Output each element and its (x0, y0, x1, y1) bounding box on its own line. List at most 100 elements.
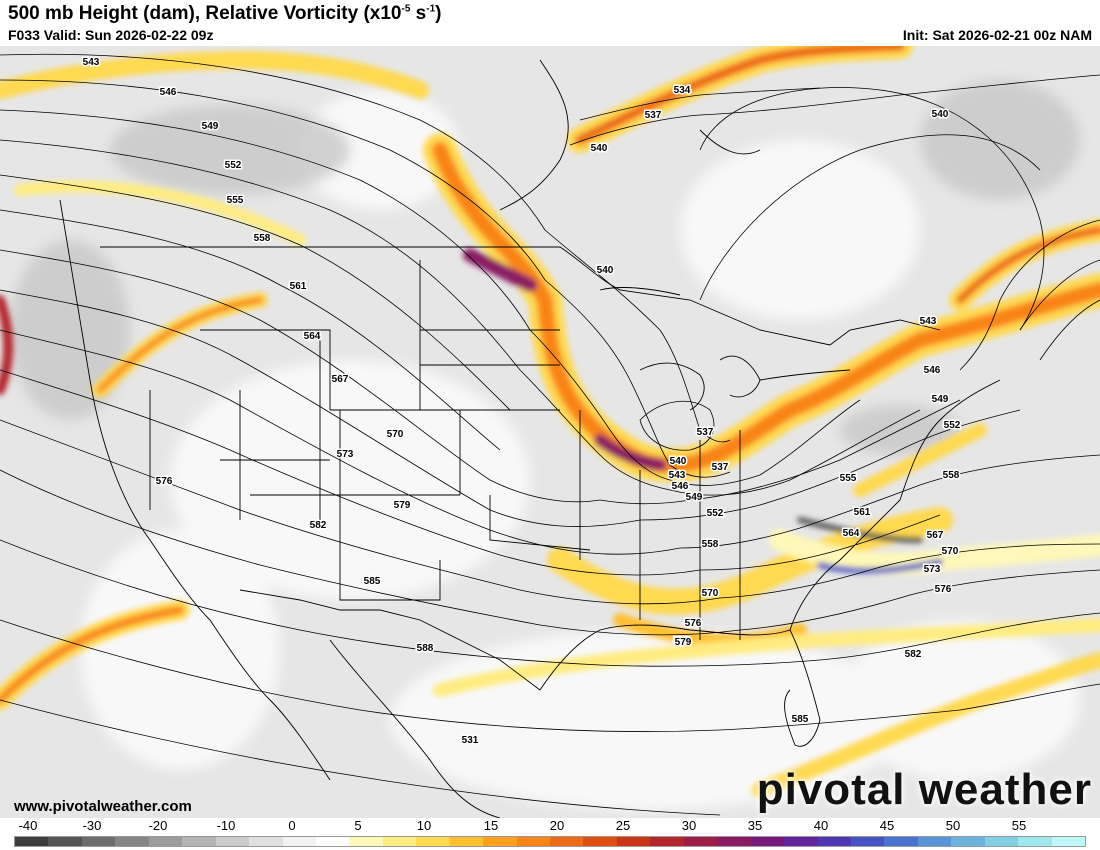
contour-label: 579 (394, 500, 411, 511)
contour-label: 585 (792, 714, 809, 725)
contour-label: 570 (942, 546, 959, 557)
contour-label: 543 (920, 316, 937, 327)
colorbar-tick-label: 0 (288, 818, 296, 833)
contour-label: 561 (290, 281, 307, 292)
height-contour-line (959, 683, 1100, 711)
height-contour-line (0, 209, 501, 451)
colorbar-swatch (683, 837, 718, 846)
contour-label: 546 (672, 481, 689, 492)
colorbar-swatch (48, 837, 82, 846)
colorbar-tick-label: 55 (1011, 818, 1027, 833)
colorbar-tick-label: -30 (82, 818, 102, 833)
height-contour-line (0, 369, 701, 576)
height-contour-line (529, 329, 861, 486)
contour-label: 552 (225, 160, 242, 171)
height-contour-line (569, 74, 1100, 146)
colorbar-swatch (249, 837, 283, 846)
contour-label: 549 (932, 394, 949, 405)
contour-label: 567 (332, 374, 349, 385)
height-contour-line (0, 79, 546, 281)
pivotal-weather-logo: pivotal weather (756, 765, 1092, 814)
contour-label: 540 (591, 143, 608, 154)
init-time: Init: Sat 2026-02-21 00z NAM (902, 27, 1092, 43)
contour-label: 558 (254, 233, 271, 244)
weather-map[interactable]: 543 546 549 552 555 558 561 564 567 570 573 576 579 5… (0, 46, 1100, 818)
colorbar-swatch (616, 837, 651, 846)
height-contour-line (0, 139, 521, 371)
contour-label: 558 (943, 470, 960, 481)
colorbar-swatch (148, 837, 183, 846)
colorbar-tick-label: -20 (148, 818, 168, 833)
contour-label: 576 (935, 584, 952, 595)
contour-label: 543 (83, 57, 100, 68)
contour-label: 582 (905, 649, 922, 660)
colorbar-swatch (416, 837, 450, 846)
contour-label: 552 (944, 420, 961, 431)
contour-label: 540 (932, 109, 949, 120)
height-contour-line (519, 369, 921, 496)
height-contour-line (0, 699, 721, 816)
colorbar-swatch (817, 837, 851, 846)
contour-label: 540 (670, 456, 687, 467)
height-contour-line (0, 419, 721, 605)
contour-label: 540 (597, 265, 614, 276)
contour-label: 564 (843, 528, 860, 539)
height-contour-line (0, 539, 821, 667)
contour-label: 567 (927, 530, 944, 541)
colorbar-swatch (884, 837, 918, 846)
contour-label: 534 (674, 85, 691, 96)
colorbar-swatch (984, 837, 1019, 846)
colorbar-swatch (784, 837, 818, 846)
height-contour-line (599, 399, 961, 505)
colorbar-swatch (750, 837, 785, 846)
contour-label: 570 (702, 588, 719, 599)
geographic-boundaries (59, 59, 1001, 818)
height-contour-line (959, 219, 1100, 371)
contour-label: 537 (645, 110, 662, 121)
colorbar-ticks: -40 -30 -20 -10 0 5 10 15 20 25 30 35 40 45 50 55 (0, 818, 1100, 834)
colorbar-swatch (81, 837, 116, 846)
colorbar-swatch (917, 837, 952, 846)
height-contour-line (639, 409, 1021, 521)
height-contour-line (1039, 299, 1100, 361)
height-contour-line (819, 612, 1100, 661)
height-contour-line (699, 514, 941, 571)
contour-label: 576 (156, 476, 173, 487)
height-contour-line (0, 289, 641, 527)
contour-label: 588 (417, 643, 434, 654)
colorbar-swatch (483, 837, 517, 846)
colorbar-swatch (315, 837, 350, 846)
contour-label: 585 (364, 576, 381, 587)
colorbar-tick-label: -10 (216, 818, 236, 833)
colorbar-swatch (717, 837, 751, 846)
colorbar-tick-label: 25 (615, 818, 631, 833)
colorbar-tick-label: 15 (483, 818, 499, 833)
colorbar-swatch (15, 837, 49, 846)
contour-label: 579 (674, 636, 691, 647)
colorbar-swatch (449, 837, 484, 846)
contour-label: 543 (669, 470, 686, 481)
height-contour-line (0, 619, 961, 732)
map-title: 500 mb Height (dam), Relative Vorticity … (8, 3, 442, 24)
contour-label: 531 (462, 735, 479, 746)
contour-label: 576 (685, 618, 702, 629)
colorbar-swatch (1018, 837, 1052, 846)
contour-label: 573 (337, 449, 354, 460)
height-contour-line (719, 543, 1100, 599)
height-contours (0, 53, 1100, 816)
contour-label: 552 (707, 508, 724, 519)
colorbar-swatch (349, 837, 383, 846)
contour-label: 579 (675, 637, 692, 648)
colorbar-tick-label: 35 (747, 818, 763, 833)
colorbar-swatch (115, 837, 149, 846)
colorbar-swatch (1051, 837, 1085, 846)
map-canvas: 5435465495525555585615645675705735765795… (0, 46, 1100, 818)
contour-label: 537 (712, 462, 729, 473)
colorbar (14, 836, 1086, 847)
height-contour-line (544, 279, 731, 478)
contour-label: 549 (686, 492, 703, 503)
height-contour-line (739, 569, 1100, 631)
colorbar-swatch (583, 837, 617, 846)
colorbar-swatch (215, 837, 250, 846)
height-contour-line (0, 174, 511, 411)
